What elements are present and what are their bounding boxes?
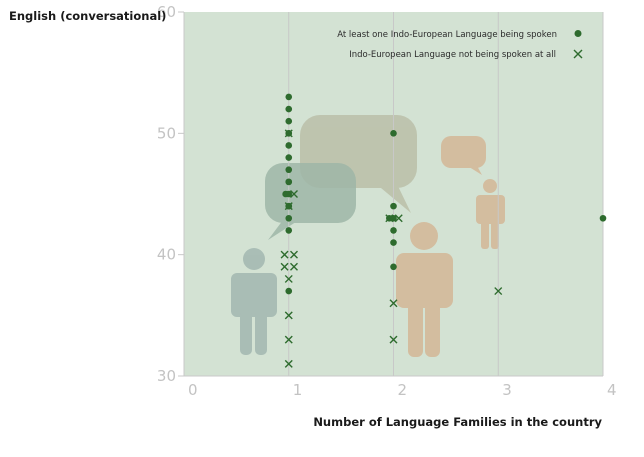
point-indo-european-not-spoken xyxy=(284,311,293,320)
point-indo-european-spoken xyxy=(285,178,293,186)
point-indo-european-spoken xyxy=(282,190,289,198)
point-indo-european-spoken xyxy=(390,239,397,246)
y-tick-label: 60 xyxy=(157,3,176,21)
point-indo-european-spoken xyxy=(390,227,397,234)
point-indo-european-spoken xyxy=(390,202,397,210)
point-indo-european-not-spoken xyxy=(284,359,293,368)
point-indo-european-spoken xyxy=(285,214,293,222)
legend-marker-circle xyxy=(574,30,582,37)
legend-marker-x xyxy=(573,49,583,59)
x-tick-label: 3 xyxy=(502,381,512,399)
x-tick-label: 0 xyxy=(188,381,198,399)
y-tick-label: 50 xyxy=(157,124,176,142)
y-tick-label: 30 xyxy=(157,367,176,385)
point-indo-european-not-spoken xyxy=(284,129,293,138)
data-points xyxy=(280,93,607,368)
point-indo-european-not-spoken xyxy=(289,250,298,259)
point-indo-european-spoken xyxy=(285,166,293,174)
point-indo-european-not-spoken xyxy=(280,262,289,271)
person-grey-icon xyxy=(231,248,277,355)
point-indo-european-spoken xyxy=(285,154,293,161)
y-tick-label: 40 xyxy=(157,246,176,264)
point-indo-european-spoken xyxy=(285,93,293,101)
person-large-icon xyxy=(396,222,453,357)
legend-label-indo-european-spoken: At least one Indo-European Language bein… xyxy=(337,30,557,40)
point-indo-european-spoken xyxy=(285,287,293,295)
point-indo-european-not-spoken xyxy=(284,274,293,283)
y-axis-ticks: 30 40 50 60 xyxy=(157,3,184,385)
point-indo-european-not-spoken xyxy=(284,335,293,344)
point-indo-european-spoken xyxy=(285,142,293,149)
point-indo-european-not-spoken xyxy=(389,299,398,308)
x-axis-title: Number of Language Families in the count… xyxy=(313,415,602,429)
speech-bubble-small-icon xyxy=(441,136,486,175)
point-indo-european-not-spoken xyxy=(289,190,298,198)
point-indo-european-spoken xyxy=(285,117,293,125)
x-tick-label: 1 xyxy=(293,381,303,399)
point-indo-european-not-spoken xyxy=(494,287,503,296)
point-indo-european-spoken xyxy=(390,263,397,271)
x-tick-label: 4 xyxy=(607,381,617,399)
legend: At least one Indo-European Language bein… xyxy=(337,30,583,60)
point-indo-european-spoken xyxy=(285,105,293,113)
decorative-illustration xyxy=(231,115,505,357)
point-indo-european-not-spoken xyxy=(394,214,403,223)
point-indo-european-not-spoken xyxy=(385,214,394,223)
point-indo-european-not-spoken xyxy=(289,262,298,271)
point-indo-european-not-spoken xyxy=(284,202,293,211)
point-indo-european-not-spoken xyxy=(389,335,398,344)
legend-label-indo-european-not-spoken: Indo-European Language not being spoken … xyxy=(349,50,556,60)
point-indo-european-spoken xyxy=(599,214,607,222)
point-indo-european-spoken xyxy=(285,227,293,234)
point-indo-european-spoken xyxy=(390,130,397,137)
x-tick-label: 2 xyxy=(398,381,408,399)
y-axis-title: English (conversational) xyxy=(9,9,166,23)
point-indo-european-not-spoken xyxy=(280,250,289,259)
